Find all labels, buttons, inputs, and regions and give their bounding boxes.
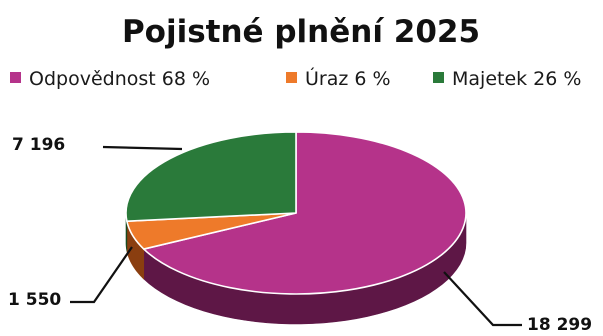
data-label-odpovednost: 18 299 (527, 315, 592, 335)
data-label-majetek: 7 196 (12, 135, 65, 155)
legend-label-odpovednost: Odpovědnost 68 % (29, 68, 210, 90)
leader-line-odpovednost (443, 271, 522, 327)
legend-label-uraz: Úraz 6 % (305, 66, 391, 90)
pie-3d (125, 131, 467, 325)
leader-line-majetek (102, 145, 183, 151)
legend-swatch-majetek (433, 72, 444, 83)
pie-slice-odpovednost (142, 131, 467, 295)
chart-title: Pojistné plnění 2025 (122, 14, 480, 50)
legend: Odpovědnost 68 % Úraz 6 % Majetek 26 % (10, 66, 581, 90)
legend-swatch-uraz (286, 72, 297, 83)
legend-label-majetek: Majetek 26 % (452, 68, 581, 90)
data-label-uraz: 1 550 (8, 290, 61, 310)
leader-line-uraz (70, 246, 133, 304)
data-labels: 7 196 1 550 18 299 (8, 135, 592, 335)
legend-swatch-odpovednost (10, 72, 21, 83)
pie-slice-majetek (125, 131, 297, 222)
